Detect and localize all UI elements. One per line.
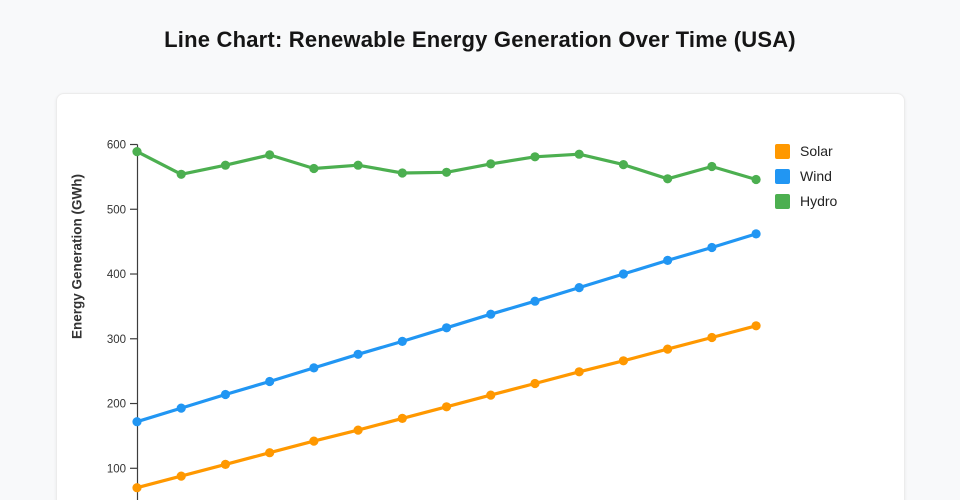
- y-tick-label-400: 400: [107, 269, 126, 281]
- data-point-solar-1: [132, 483, 142, 493]
- y-tick-label-300: 300: [107, 334, 126, 346]
- data-point-solar-7: [397, 413, 407, 423]
- y-tick-label-100: 100: [107, 463, 126, 475]
- data-point-solar-13: [663, 344, 673, 354]
- data-point-hydro-6: [353, 160, 363, 170]
- data-point-wind-13: [663, 255, 673, 265]
- data-point-wind-1: [132, 417, 142, 427]
- data-point-hydro-11: [574, 149, 584, 159]
- data-point-solar-5: [309, 436, 319, 446]
- line-chart: 100 200 300 400 500 600: [107, 140, 761, 500]
- data-point-hydro-12: [618, 160, 629, 170]
- legend-label-hydro: Hydro: [800, 193, 838, 209]
- y-tick-label-200: 200: [107, 399, 126, 411]
- legend-swatch-wind: [775, 169, 790, 184]
- data-point-solar-12: [618, 356, 629, 366]
- legend-swatch-hydro: [775, 194, 790, 209]
- data-point-solar-9: [486, 390, 496, 400]
- chart-card: 100 200 300 400 500 600 Energy Generation (GW…: [56, 93, 905, 500]
- data-point-wind-10: [530, 296, 540, 306]
- data-point-wind-3: [220, 389, 231, 400]
- data-point-solar-14: [707, 332, 717, 343]
- data-point-wind-15: [751, 229, 761, 239]
- data-point-wind-9: [486, 309, 496, 319]
- legend-item-solar[interactable]: Solar: [775, 139, 895, 164]
- chart-legend: Solar Wind Hydro: [775, 139, 895, 214]
- legend-item-wind[interactable]: Wind: [775, 164, 895, 189]
- data-point-solar-15: [751, 321, 761, 331]
- data-point-solar-10: [530, 378, 540, 389]
- data-point-hydro-10: [530, 152, 540, 162]
- data-point-wind-8: [441, 323, 452, 333]
- legend-swatch-solar: [775, 144, 790, 159]
- data-point-wind-6: [353, 349, 363, 359]
- data-point-hydro-8: [441, 167, 452, 177]
- data-point-wind-11: [574, 283, 584, 293]
- data-point-hydro-14: [707, 161, 717, 172]
- data-point-solar-2: [176, 471, 186, 481]
- data-point-wind-12: [618, 269, 629, 279]
- data-point-hydro-15: [751, 174, 761, 185]
- y-tick-label-500: 500: [107, 204, 126, 216]
- data-point-wind-4: [265, 376, 275, 387]
- legend-label-wind: Wind: [800, 168, 832, 184]
- data-point-solar-6: [353, 425, 363, 435]
- data-point-hydro-2: [176, 169, 186, 179]
- data-point-wind-2: [176, 403, 186, 413]
- data-point-wind-14: [707, 242, 717, 253]
- data-point-hydro-9: [486, 159, 496, 169]
- y-tick-label-600: 600: [107, 140, 126, 152]
- data-point-hydro-13: [663, 174, 673, 184]
- data-point-hydro-4: [265, 150, 275, 160]
- legend-item-hydro[interactable]: Hydro: [775, 189, 895, 214]
- data-point-hydro-3: [220, 160, 231, 170]
- data-point-hydro-7: [397, 168, 407, 178]
- legend-label-solar: Solar: [800, 143, 833, 159]
- data-point-hydro-1: [132, 147, 142, 157]
- data-point-wind-7: [397, 336, 407, 346]
- data-point-solar-11: [574, 367, 584, 377]
- page-title: Line Chart: Renewable Energy Generation …: [164, 27, 796, 52]
- data-point-solar-3: [220, 459, 231, 469]
- data-point-wind-5: [309, 363, 319, 373]
- data-point-hydro-5: [309, 163, 319, 174]
- data-point-solar-8: [441, 402, 452, 412]
- data-point-solar-4: [265, 448, 275, 458]
